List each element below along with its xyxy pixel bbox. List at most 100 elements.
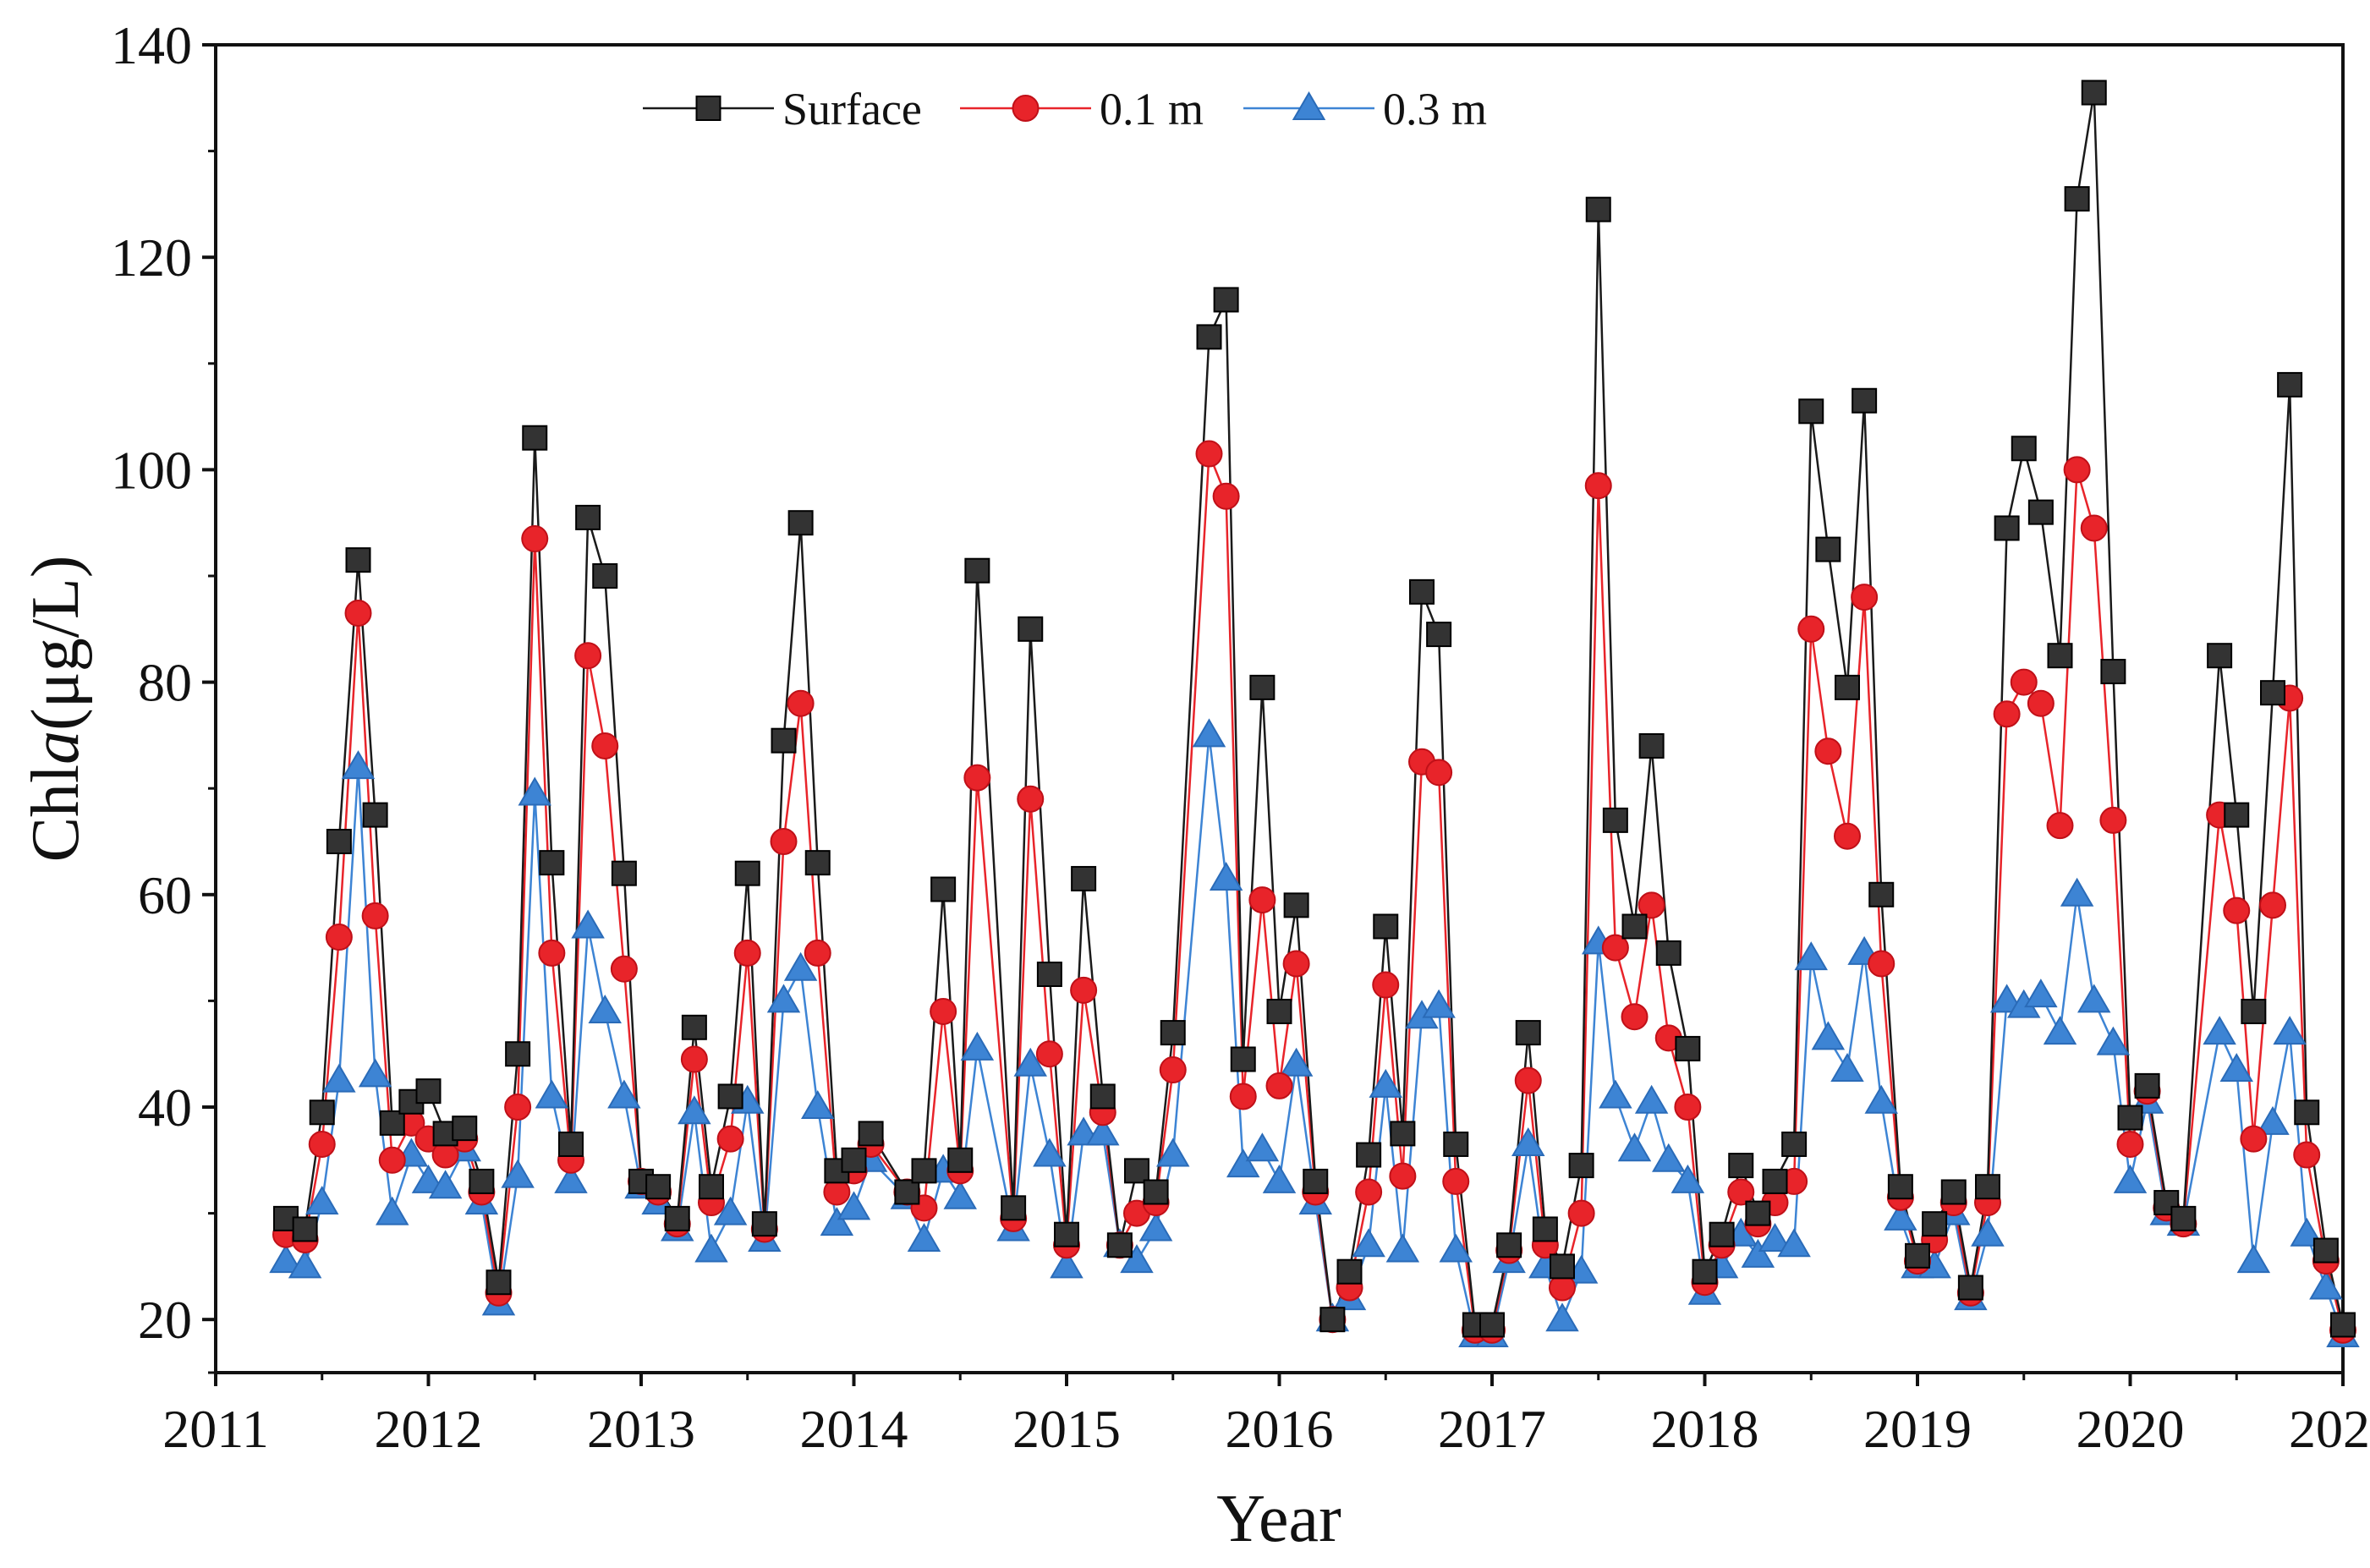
y-tick-label: 140 <box>111 15 192 75</box>
data-point-0-3-m <box>1245 1132 1280 1162</box>
data-point-0-1-m <box>2046 812 2074 840</box>
data-point-0-3-m <box>2024 979 2058 1008</box>
data-point-0-1-m <box>963 764 991 792</box>
data-point-0-3-m <box>1156 1138 1190 1167</box>
data-point-0-3-m <box>305 1186 339 1215</box>
data-point-0-3-m <box>1050 1249 1084 1279</box>
data-point-0-1-m <box>1425 759 1453 787</box>
data-point-surface <box>2117 1105 2143 1131</box>
x-tick-label: 2020 <box>2076 1399 2185 1459</box>
data-point-surface <box>1336 1258 1363 1285</box>
data-point-0-3-m <box>2060 877 2094 907</box>
data-point-0-3-m <box>1138 1212 1173 1242</box>
data-point-surface <box>292 1216 318 1242</box>
data-point-0-3-m <box>288 1249 322 1279</box>
data-point-surface <box>1835 674 1861 700</box>
data-point-0-1-m <box>787 689 815 717</box>
y-axis-title: Chla(μg/L) <box>19 556 93 863</box>
legend-label-0-1-m: 0.1 m <box>1100 84 1204 134</box>
y-tick-label: 60 <box>138 865 192 925</box>
data-point-0-1-m <box>1674 1094 1702 1121</box>
data-point-surface <box>1496 1232 1522 1258</box>
data-point-0-3-m <box>1369 1068 1402 1098</box>
y-tick-label: 80 <box>138 653 192 713</box>
data-point-surface <box>1373 913 1399 940</box>
data-point-0-1-m <box>1159 1056 1187 1084</box>
data-point-0-1-m <box>2099 806 2127 834</box>
data-point-surface <box>1018 616 1044 642</box>
data-point-surface <box>1940 1179 1967 1205</box>
data-point-surface <box>2224 802 2250 828</box>
data-point-surface <box>1957 1275 1983 1301</box>
data-point-surface <box>1638 732 1665 759</box>
data-point-0-3-m <box>907 1223 941 1252</box>
data-point-surface <box>345 547 371 573</box>
data-point-surface <box>1319 1307 1346 1333</box>
data-point-0-3-m <box>1758 1223 1792 1252</box>
data-point-surface <box>1303 1168 1329 1194</box>
data-point-0-3-m <box>1545 1302 1579 1332</box>
data-point-surface <box>1974 1174 2000 1200</box>
data-point-surface <box>2134 1072 2160 1099</box>
data-point-surface <box>2027 499 2054 525</box>
data-point-surface <box>930 876 957 902</box>
data-point-0-1-m <box>610 955 638 983</box>
data-point-0-3-m <box>535 1079 569 1109</box>
data-point-0-1-m <box>1851 584 1879 611</box>
data-point-0-1-m <box>1834 822 1862 850</box>
data-point-surface <box>1213 287 1239 313</box>
data-point-0-1-m <box>591 732 619 759</box>
data-point-surface <box>1106 1232 1133 1258</box>
data-point-0-3-m <box>1511 1127 1545 1156</box>
data-point-0-1-m <box>308 1130 336 1158</box>
data-point-surface <box>645 1174 672 1200</box>
data-point-surface <box>1585 196 1611 222</box>
data-point-0-3-m <box>571 909 605 939</box>
data-point-surface <box>1905 1242 1930 1269</box>
data-point-0-3-m <box>694 1233 728 1263</box>
data-point-surface <box>1230 1046 1256 1072</box>
axis-ticks: 2011 2012 2013 2014 2015 2016 2017 2018 2019 2020… <box>111 15 2370 1459</box>
data-point-0-1-m <box>1212 482 1240 510</box>
data-point-0-3-m <box>2077 984 2111 1013</box>
data-point-surface <box>452 1116 478 1142</box>
data-point-surface <box>309 1099 335 1126</box>
data-point-surface <box>1071 865 1097 891</box>
data-point-surface <box>575 504 601 530</box>
data-point-surface <box>1655 940 1681 966</box>
data-point-surface <box>1852 387 1878 414</box>
data-point-surface <box>1922 1211 1948 1237</box>
data-point-surface <box>2241 998 2267 1024</box>
data-point-surface <box>379 1110 405 1136</box>
data-point-0-1-m <box>804 939 831 967</box>
data-point-0-1-m <box>361 902 389 929</box>
data-point-0-3-m <box>766 984 801 1013</box>
data-point-surface <box>2277 371 2303 397</box>
data-point-0-1-m <box>2027 689 2055 717</box>
data-point-surface <box>1443 1131 1469 1157</box>
data-point-0-1-m <box>770 828 798 855</box>
data-point-0-1-m <box>1035 1040 1063 1068</box>
data-point-0-1-m <box>1993 700 2021 728</box>
data-point-surface <box>1409 578 1435 605</box>
data-point-surface <box>2081 79 2107 106</box>
data-point-0-1-m <box>1567 1199 1595 1227</box>
data-point-surface <box>787 510 814 536</box>
data-point-0-1-m <box>1265 1072 1293 1099</box>
data-point-0-1-m <box>2080 514 2108 542</box>
data-point-surface <box>522 425 548 451</box>
y-tick-label: 20 <box>138 1290 192 1350</box>
data-point-0-3-m <box>1830 1053 1864 1083</box>
data-point-surface <box>1675 1035 1701 1061</box>
y-tick-label: 100 <box>111 440 192 500</box>
data-point-0-1-m <box>1514 1066 1542 1094</box>
data-point-0-3-m <box>1262 1164 1297 1193</box>
data-point-0-3-m <box>1617 1132 1652 1162</box>
data-point-0-3-m <box>2273 1016 2307 1045</box>
data-point-surface <box>664 1205 690 1231</box>
data-point-0-3-m <box>1864 1084 1898 1114</box>
data-point-surface <box>1001 1195 1027 1221</box>
data-point-0-1-m <box>1070 976 1098 1004</box>
